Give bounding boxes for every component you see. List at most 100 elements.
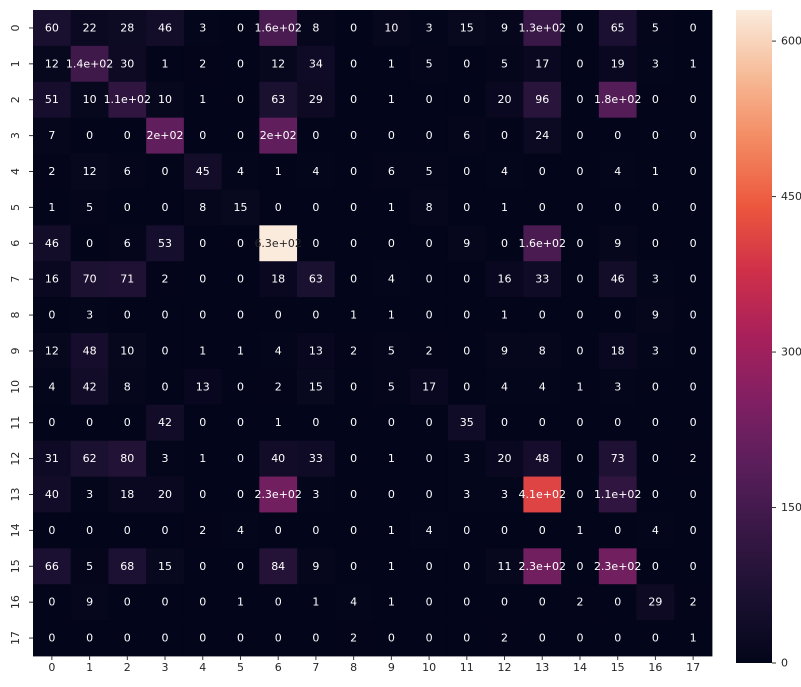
heatmap-cell: [561, 584, 600, 621]
cell-label: 0: [463, 344, 470, 357]
x-tick-label: 8: [350, 661, 357, 674]
heatmap-cell: [485, 10, 524, 47]
heatmap-cell: [598, 81, 637, 119]
heatmap-cell: [108, 153, 147, 190]
x-tick-label: 15: [611, 661, 625, 674]
cell-label: 2.3e+02: [594, 560, 641, 573]
heatmap-cell: [523, 261, 562, 298]
cell-label: 5: [86, 201, 93, 214]
colorbar-tick-label: 0: [781, 657, 788, 670]
heatmap-cell: [221, 153, 260, 190]
heatmap-cell: [108, 584, 147, 621]
heatmap-cell: [523, 10, 562, 47]
heatmap-cell: [108, 225, 147, 262]
cell-label: 68: [120, 560, 134, 573]
x-tick-label: 3: [162, 661, 169, 674]
y-tick-label: 1: [9, 60, 22, 67]
heatmap-cell: [259, 476, 298, 513]
cell-label: 0: [312, 632, 319, 645]
cell-label: 0: [124, 632, 131, 645]
heatmap-cell: [259, 404, 298, 442]
cell-label: 8: [124, 380, 131, 393]
cell-label: 0: [463, 524, 470, 537]
cell-label: 16: [498, 273, 512, 286]
heatmap-cell: [372, 261, 411, 298]
heatmap-cell: [636, 620, 675, 657]
cell-label: 0: [690, 344, 697, 357]
heatmap-cell: [183, 620, 223, 657]
cell-label: 0: [350, 452, 357, 465]
heatmap-cell: [183, 404, 223, 442]
cell-label: 0: [426, 632, 433, 645]
heatmap-cell: [334, 584, 373, 621]
cell-label: 0: [237, 632, 244, 645]
heatmap-cell: [183, 440, 223, 477]
heatmap-cell: [598, 620, 637, 657]
cell-label: 0: [501, 129, 508, 142]
cell-label: 3: [652, 57, 659, 70]
x-tick-label: 16: [648, 661, 662, 674]
cell-label: 1: [275, 165, 282, 178]
heatmap-cell: [674, 81, 713, 119]
heatmap-cell: [674, 476, 713, 513]
heatmap-cell: [146, 153, 185, 190]
cell-label: 45: [196, 165, 210, 178]
cell-label: 28: [120, 21, 134, 34]
cell-label: 3: [199, 21, 206, 34]
cell-label: 0: [199, 309, 206, 322]
heatmap-cell: [259, 297, 298, 334]
cell-label: 0: [539, 201, 546, 214]
heatmap-cell: [334, 440, 373, 477]
heatmap-cell: [485, 45, 524, 83]
heatmap-cell: [70, 153, 109, 190]
heatmap-cell: [183, 548, 223, 585]
cell-label: 0: [652, 237, 659, 250]
cell-label: 0: [350, 524, 357, 537]
cell-label: 0: [162, 380, 169, 393]
heatmap-cell: [297, 10, 336, 47]
cell-label: 48: [535, 452, 549, 465]
heatmap-cell: [108, 10, 147, 47]
cell-label: 0: [426, 237, 433, 250]
heatmap-cell: [108, 297, 147, 334]
heatmap-cell: [410, 10, 449, 47]
cell-label: 1: [388, 57, 395, 70]
cell-label: 3: [86, 309, 93, 322]
heatmap-cell: [636, 153, 675, 190]
x-tick-label: 5: [237, 661, 244, 674]
heatmap-cell: [674, 117, 713, 154]
heatmap-cell: [636, 117, 675, 154]
heatmap-cell: [636, 261, 675, 298]
cell-label: 0: [312, 129, 319, 142]
colorbar-gradient: [736, 10, 772, 663]
heatmap-cell: [334, 476, 373, 513]
cell-label: 0: [388, 416, 395, 429]
heatmap-cells: [33, 10, 713, 657]
cell-label: 1: [237, 596, 244, 609]
cell-label: 19: [611, 57, 625, 70]
heatmap-cell: [183, 153, 223, 190]
heatmap-cell: [183, 117, 223, 154]
cell-label: 0: [576, 129, 583, 142]
cell-label: 0: [312, 309, 319, 322]
heatmap-cell: [259, 10, 298, 47]
cell-label: 5: [426, 165, 433, 178]
heatmap-cell: [221, 476, 260, 513]
cell-label: 3: [652, 344, 659, 357]
cell-label: 0: [690, 93, 697, 106]
heatmap-cell: [183, 512, 223, 549]
heatmap-cell-labels: 60 22 28 46 3 0 1.6e+02 8 0 10 3 15 9 1.3e+02 0 65 5 012 1…: [45, 21, 697, 644]
heatmap-cell: [70, 620, 109, 657]
cell-label: 0: [275, 524, 282, 537]
cell-label: 0: [652, 488, 659, 501]
heatmap-cell: [636, 225, 675, 262]
heatmap-cell: [485, 440, 524, 477]
cell-label: 0: [576, 344, 583, 357]
cell-label: 4: [426, 524, 433, 537]
heatmap-cell: [447, 620, 487, 657]
cell-label: 1.8e+02: [594, 93, 641, 106]
x-tick-label: 2: [124, 661, 131, 674]
cell-label: 34: [309, 57, 323, 70]
heatmap-cell: [146, 512, 185, 549]
